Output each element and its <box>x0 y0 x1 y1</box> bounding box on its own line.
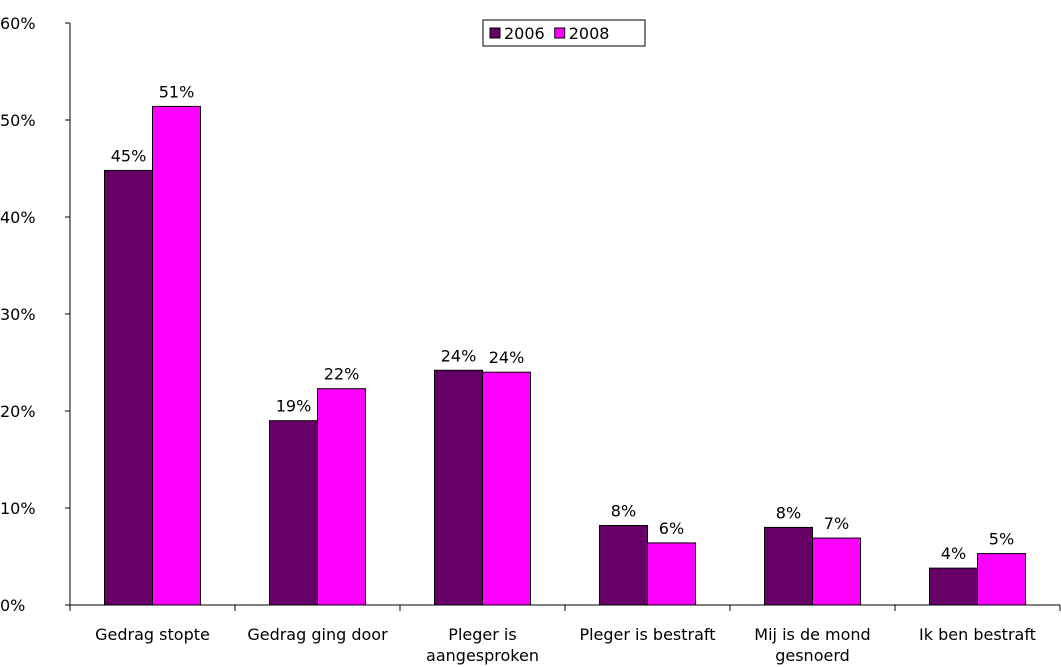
bar <box>647 542 696 606</box>
bar <box>104 169 153 606</box>
legend-label: 2006 <box>504 24 545 43</box>
legend-swatch <box>554 27 566 39</box>
legend: 2006 2008 <box>482 19 646 47</box>
legend-label: 2008 <box>569 24 610 43</box>
bar <box>317 388 366 606</box>
x-tick-label: Pleger is aangesproken <box>426 625 539 665</box>
x-tick-label: Ik ben bestraft <box>919 625 1036 644</box>
bar <box>812 537 861 606</box>
value-label: 22% <box>324 365 360 384</box>
value-label: 45% <box>111 146 147 165</box>
bar <box>977 553 1026 606</box>
bar <box>764 526 813 606</box>
value-label: 6% <box>659 519 684 538</box>
x-tick-label: Gedrag stopte <box>95 625 210 644</box>
bar <box>929 567 978 606</box>
legend-swatch <box>489 27 501 39</box>
value-label: 8% <box>611 501 636 520</box>
y-tick-label: 20% <box>0 402 36 421</box>
bar <box>269 420 318 606</box>
y-tick-label: 0% <box>0 596 25 615</box>
y-tick-label: 60% <box>0 14 36 33</box>
value-label: 5% <box>989 530 1014 549</box>
y-tick-label: 10% <box>0 499 36 518</box>
bar <box>599 524 648 606</box>
value-label: 24% <box>489 348 525 367</box>
bar <box>152 105 201 606</box>
value-label: 8% <box>776 503 801 522</box>
value-label: 24% <box>441 346 477 365</box>
bar <box>434 369 483 606</box>
value-label: 19% <box>276 397 312 416</box>
x-tick-label: Gedrag ging door <box>247 625 388 644</box>
y-tick-label: 50% <box>0 111 36 130</box>
x-tick-label: Pleger is bestraft <box>579 625 715 644</box>
y-tick-label: 40% <box>0 208 36 227</box>
bar <box>482 371 531 606</box>
x-tick-label: Mij is de mond gesnoerd <box>754 625 870 665</box>
value-label: 51% <box>159 82 195 101</box>
value-label: 7% <box>824 514 849 533</box>
value-label: 4% <box>941 544 966 563</box>
y-tick-label: 30% <box>0 305 36 324</box>
